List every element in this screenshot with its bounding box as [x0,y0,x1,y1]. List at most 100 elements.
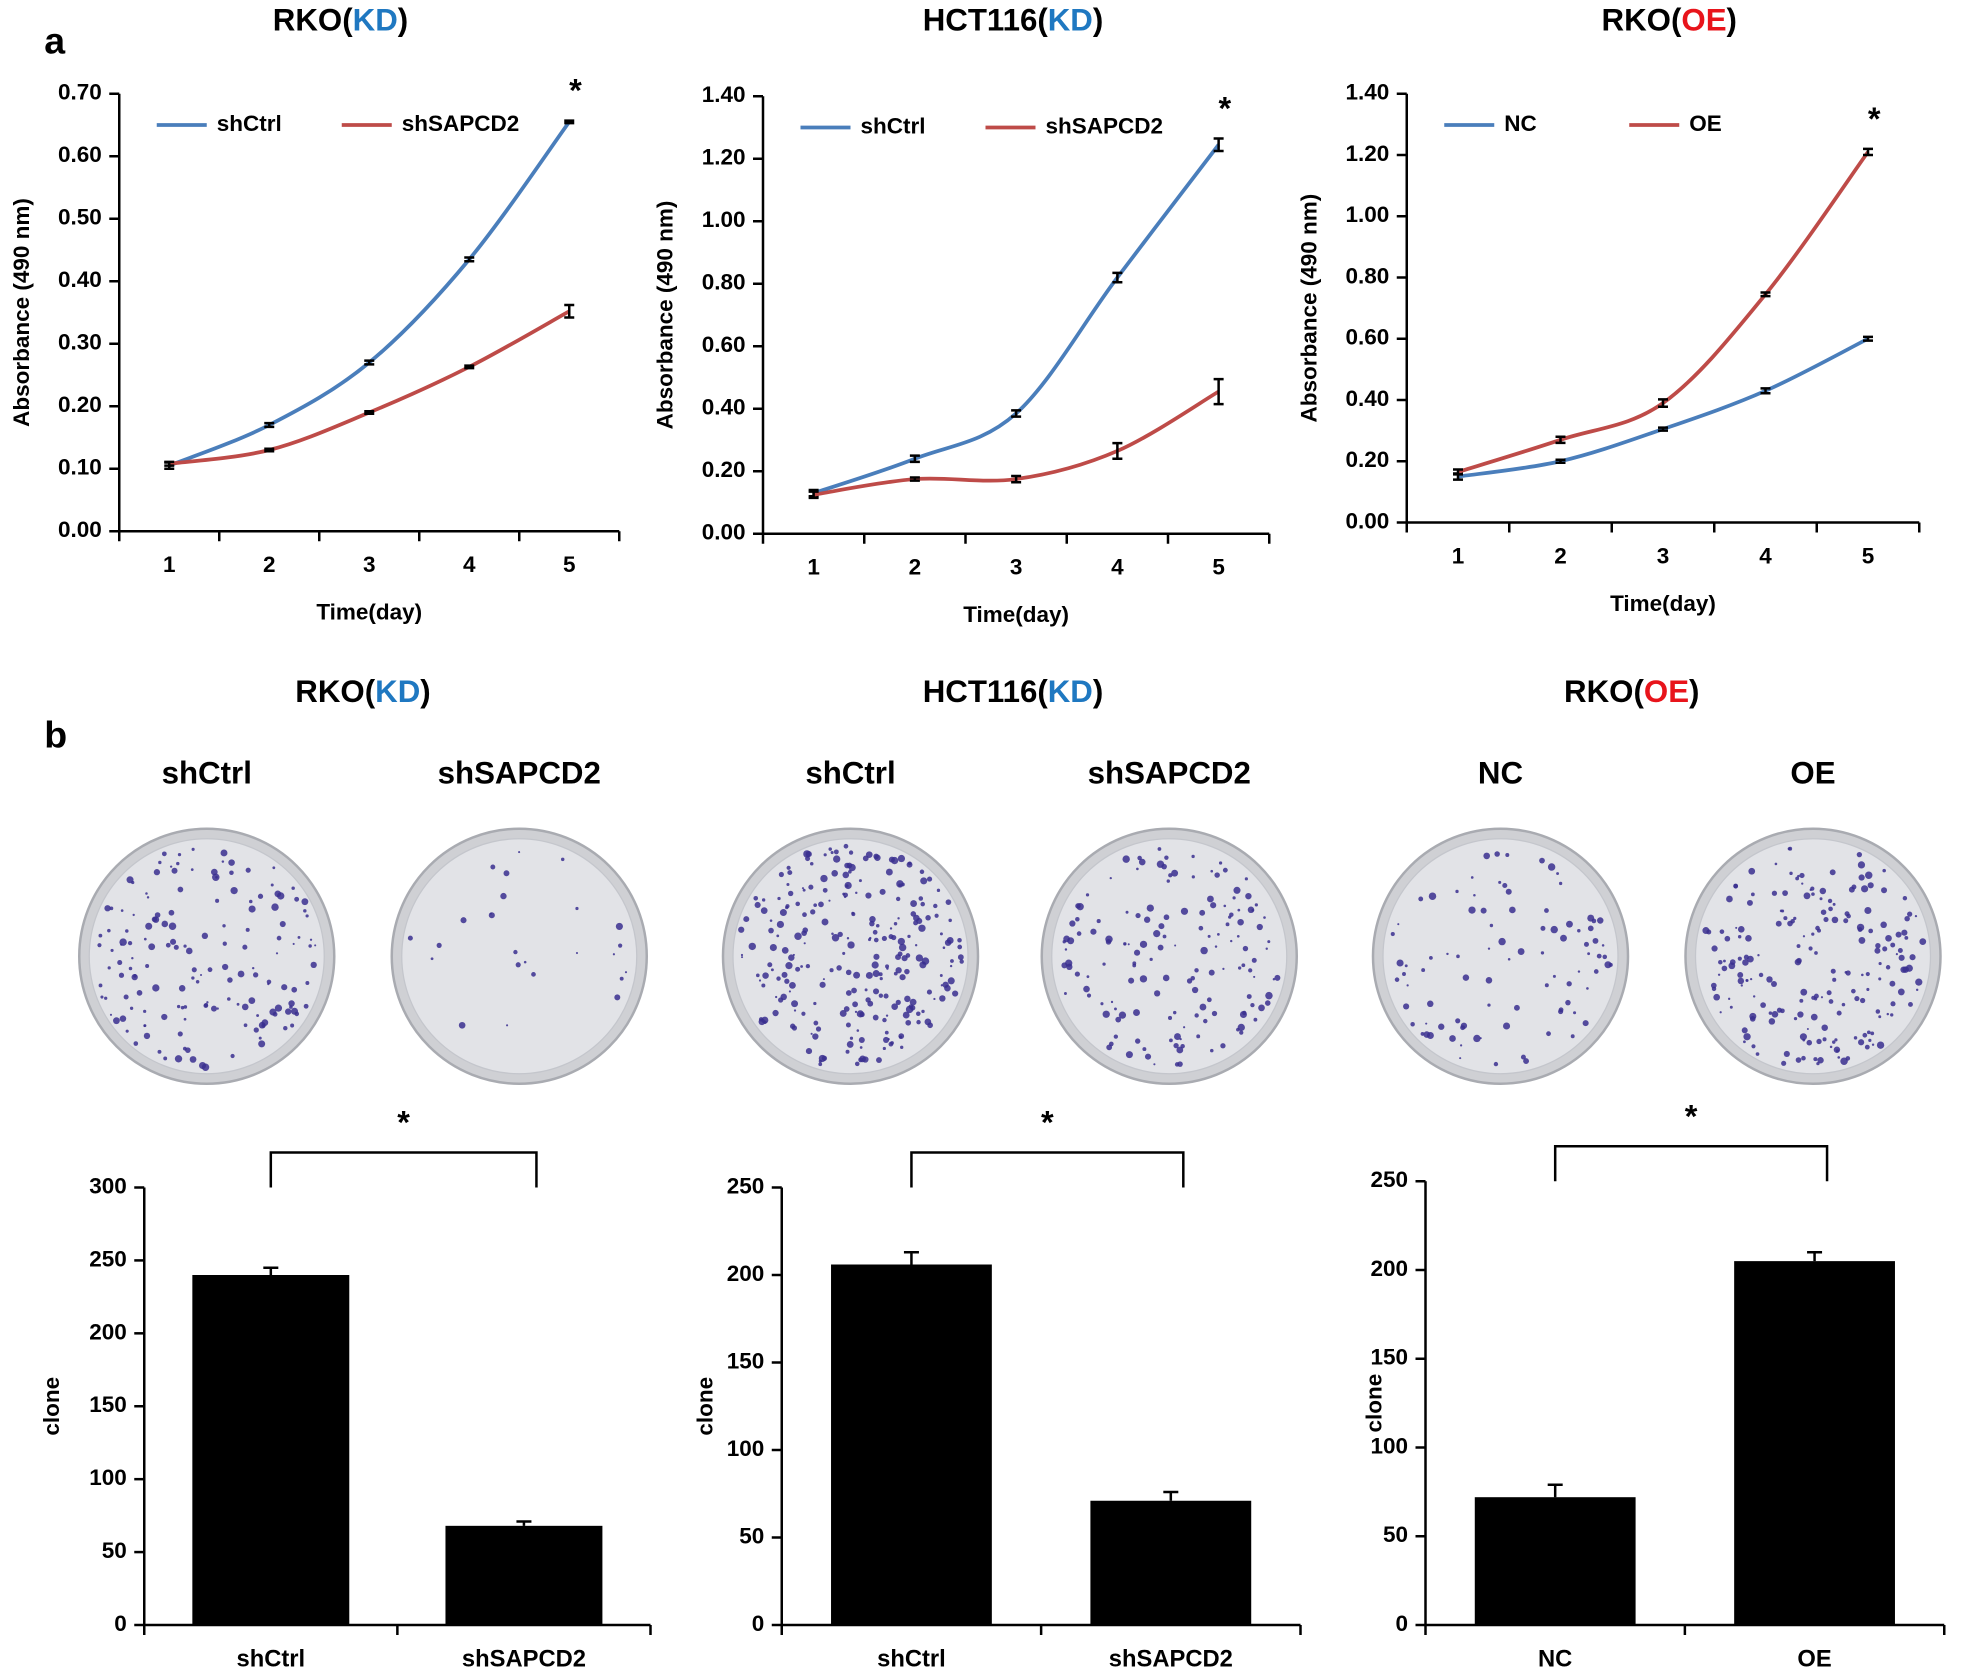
colony [460,917,467,924]
colony [1558,881,1563,886]
colony [1228,915,1232,919]
colony [1199,1003,1207,1011]
colony [1460,1025,1466,1031]
colony [253,1027,259,1033]
colony [772,1009,779,1017]
colony [1573,1011,1577,1015]
x-tick-label: OE [1797,1645,1831,1672]
legend-label: shSAPCD2 [402,111,520,136]
colony [1485,977,1493,984]
legend-label: shCtrl [861,113,926,138]
colony [1750,892,1755,897]
title-part: ) [1727,3,1737,38]
colony [1061,962,1068,969]
colony [1806,1027,1809,1030]
colony [1106,1044,1113,1051]
colony [1199,909,1206,916]
colony [1086,975,1090,979]
colony [1251,957,1257,963]
colony [920,877,928,885]
colony [1874,947,1881,954]
colony [829,968,834,973]
colony [758,979,762,982]
colony [1582,1020,1589,1027]
colony [267,982,270,986]
colony [926,989,932,995]
colony [199,973,203,977]
colony [1878,977,1882,981]
colony [1743,1040,1746,1044]
annotation: * [1868,101,1881,137]
colony [1726,895,1733,903]
colony [1214,945,1218,948]
colony [843,843,849,849]
colony [190,868,194,871]
colony [904,995,911,1003]
colony [888,1041,894,1047]
colony [865,892,872,899]
colony [1776,1007,1783,1013]
colony [614,994,621,1001]
colony [914,944,918,947]
colony [1146,904,1154,912]
colony [1587,925,1594,932]
y-axis-label: clone [693,1377,718,1436]
colony [1258,1004,1265,1012]
colony [120,943,123,946]
colony [898,943,907,952]
colony [1820,996,1824,999]
y-axis-label: clone [39,1377,64,1436]
x-tick-label: NC [1538,1645,1572,1672]
colony [897,917,900,920]
colony [1755,1052,1760,1056]
colony [813,1020,819,1026]
colony [1902,895,1908,901]
colony [895,896,901,902]
colony [1404,964,1408,968]
colony [1789,871,1793,876]
colony [185,1047,191,1053]
colony [1238,966,1242,970]
colony [242,944,248,950]
colony [1473,893,1476,897]
title-part: KD [353,3,398,38]
colony [227,997,231,1001]
colony [1096,919,1101,924]
title-part: RKO( [1564,674,1644,709]
colony [1208,969,1215,976]
colony [828,847,832,851]
x-tick-label: 2 [1554,543,1567,568]
colony [1237,908,1241,912]
colony [1256,923,1263,931]
colony [216,1007,219,1010]
colony [1540,925,1546,931]
colony [1724,935,1731,942]
colony [1462,974,1470,981]
colony [1200,946,1208,955]
colony [131,957,134,960]
colony [1781,1060,1787,1066]
chart-title: RKO(KD) [273,3,408,38]
error-bar [903,1251,919,1265]
colony [458,1021,466,1029]
colony [876,1057,882,1064]
colony [1800,988,1808,996]
colony [1795,1057,1802,1063]
colony [1799,998,1804,1003]
colony [107,966,111,970]
colony [878,993,884,998]
colony [1822,1037,1827,1042]
colony [1851,884,1857,890]
colony [1740,984,1743,987]
error-bar [1453,468,1463,476]
colony [1487,1003,1491,1007]
colony [1832,902,1836,906]
colony [1787,920,1793,927]
colony [845,969,852,976]
colony [1144,1053,1152,1060]
colony [1161,863,1167,870]
error-bar [164,460,175,467]
colony [146,896,150,899]
error-bar [1658,398,1668,408]
colony [1787,847,1791,851]
